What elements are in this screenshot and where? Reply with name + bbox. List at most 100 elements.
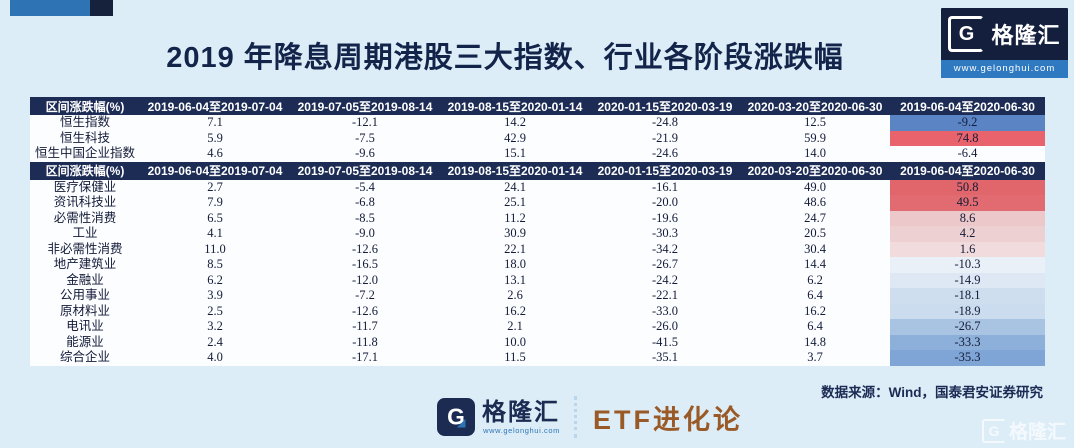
row-label: 恒生科技 <box>30 130 140 146</box>
cell-value: -6.4 <box>890 146 1045 162</box>
footer-brand-url: www.gelonghui.com <box>483 425 560 435</box>
cell-value: 6.4 <box>740 288 890 304</box>
table-row: 恒生科技 5.9 -7.5 42.9 -21.9 59.9 74.8 <box>30 130 1045 146</box>
cell-value: -22.1 <box>590 288 740 304</box>
cell-value: 59.9 <box>740 130 890 146</box>
row-label: 能源业 <box>30 334 140 350</box>
watermark-g-icon: G <box>981 418 1006 443</box>
table-row: 电讯业 3.2 -11.7 2.1 -26.0 6.4 -26.7 <box>30 319 1045 335</box>
table-row: 资讯科技业 7.9 -6.8 25.1 -20.0 48.6 49.5 <box>30 195 1045 211</box>
column-header: 2019-07-05至2019-08-14 <box>290 161 440 180</box>
row-label: 资讯科技业 <box>30 195 140 211</box>
cell-value: 16.2 <box>440 303 590 319</box>
row-label: 金融业 <box>30 272 140 288</box>
gelonghui-g-icon: G <box>948 16 985 52</box>
cell-value: 22.1 <box>440 241 590 257</box>
watermark: G 格隆汇 <box>981 417 1066 444</box>
cell-value: 14.2 <box>440 115 590 131</box>
gelonghui-logo-badge: G 格隆汇 www.gelonghui.com <box>941 8 1068 78</box>
row-label: 公用事业 <box>30 288 140 304</box>
cell-value: 6.2 <box>740 272 890 288</box>
cell-value: 42.9 <box>440 130 590 146</box>
cell-value: -11.7 <box>290 319 440 335</box>
cell-value: -12.0 <box>290 272 440 288</box>
cell-value: 14.4 <box>740 257 890 273</box>
row-label: 医疗保健业 <box>30 179 140 195</box>
cell-value: -20.0 <box>590 195 740 211</box>
cell-value: -24.2 <box>590 272 740 288</box>
table-row: 金融业 6.2 -12.0 13.1 -24.2 6.2 -14.9 <box>30 272 1045 288</box>
cell-value: 3.9 <box>140 288 290 304</box>
footer-brand: G 格隆汇 www.gelonghui.com ETF进化论 <box>437 396 743 438</box>
cell-value: 49.5 <box>890 195 1045 211</box>
table-row: 公用事业 3.9 -7.2 2.6 -22.1 6.4 -18.1 <box>30 288 1045 304</box>
cell-value: -35.3 <box>890 350 1045 366</box>
table-row: 医疗保健业 2.7 -5.4 24.1 -16.1 49.0 50.8 <box>30 179 1045 195</box>
cell-value: 4.2 <box>890 226 1045 242</box>
cell-value: -26.7 <box>890 319 1045 335</box>
cell-value: 1.6 <box>890 241 1045 257</box>
cell-value: 12.5 <box>740 115 890 131</box>
row-label: 地产建筑业 <box>30 257 140 273</box>
cell-value: 6.5 <box>140 210 290 226</box>
column-header: 2020-01-15至2020-03-19 <box>590 161 740 180</box>
cell-value: 18.0 <box>440 257 590 273</box>
table-row: 恒生中国企业指数 4.6 -9.6 15.1 -24.6 14.0 -6.4 <box>30 146 1045 162</box>
cell-value: -16.1 <box>590 179 740 195</box>
cell-value: -10.3 <box>890 257 1045 273</box>
cell-value: -30.3 <box>590 226 740 242</box>
column-header: 2019-06-04至2020-06-30 <box>890 161 1045 180</box>
cell-value: 20.5 <box>740 226 890 242</box>
performance-table: 区间涨跌幅(%) 2019-06-04至2019-07-04 2019-07-05至… <box>30 97 1045 366</box>
cell-value: 6.4 <box>740 319 890 335</box>
cell-value: 2.1 <box>440 319 590 335</box>
footer-brand-name: 格隆汇 <box>482 398 560 426</box>
table-row: 工业 4.1 -9.0 30.9 -30.3 20.5 4.2 <box>30 226 1045 242</box>
cell-value: -12.6 <box>290 241 440 257</box>
table-row: 地产建筑业 8.5 -16.5 18.0 -26.7 14.4 -10.3 <box>30 257 1045 273</box>
table-header-row: 区间涨跌幅(%) 2019-06-04至2019-07-04 2019-07-05至… <box>30 161 1045 180</box>
cell-value: -6.8 <box>290 195 440 211</box>
cell-value: 4.0 <box>140 350 290 366</box>
cell-value: -24.8 <box>590 115 740 131</box>
cell-value: -33.3 <box>890 334 1045 350</box>
table-row: 综合企业 4.0 -17.1 11.5 -35.1 3.7 -35.3 <box>30 350 1045 366</box>
table-row: 原材料业 2.5 -12.6 16.2 -33.0 16.2 -18.9 <box>30 303 1045 319</box>
cell-value: 3.7 <box>740 350 890 366</box>
row-label: 工业 <box>30 226 140 242</box>
cell-value: 49.0 <box>740 179 890 195</box>
table-row: 恒生指数 7.1 -12.1 14.2 -24.8 12.5 -9.2 <box>30 115 1045 131</box>
logo-brand-text: 格隆汇 <box>991 23 1061 48</box>
cell-value: -5.4 <box>290 179 440 195</box>
cell-value: 6.2 <box>140 272 290 288</box>
table-header-row: 区间涨跌幅(%) 2019-06-04至2019-07-04 2019-07-05至… <box>30 97 1045 115</box>
cell-value: -34.2 <box>590 241 740 257</box>
cell-value: 10.0 <box>440 334 590 350</box>
row-label: 综合企业 <box>30 350 140 366</box>
column-header: 2020-03-20至2020-06-30 <box>740 161 890 180</box>
table-row: 能源业 2.4 -11.8 10.0 -41.5 14.8 -33.3 <box>30 334 1045 350</box>
row-label: 必需性消费 <box>30 210 140 226</box>
cell-value: 15.1 <box>440 146 590 162</box>
cell-value: -12.1 <box>290 115 440 131</box>
column-header: 2019-08-15至2020-01-14 <box>440 161 590 180</box>
row-label: 原材料业 <box>30 303 140 319</box>
cell-value: 2.4 <box>140 334 290 350</box>
cell-value: -35.1 <box>590 350 740 366</box>
cell-value: 4.6 <box>140 146 290 162</box>
cell-value: -7.5 <box>290 130 440 146</box>
column-header: 2019-06-04至2019-07-04 <box>140 161 290 180</box>
cell-value: 2.7 <box>140 179 290 195</box>
cell-value: 11.2 <box>440 210 590 226</box>
decor-bar-navy <box>90 0 113 16</box>
cell-value: 16.2 <box>740 303 890 319</box>
cell-value: -18.9 <box>890 303 1045 319</box>
cell-value: -24.6 <box>590 146 740 162</box>
cell-value: -9.2 <box>890 115 1045 131</box>
data-source-note: 数据来源：Wind，国泰君安证券研究 <box>821 385 1043 400</box>
cell-value: 2.6 <box>440 288 590 304</box>
cell-value: 8.6 <box>890 210 1045 226</box>
cell-value: 74.8 <box>890 130 1045 146</box>
svg-text:G: G <box>447 404 465 430</box>
cell-value: 24.1 <box>440 179 590 195</box>
